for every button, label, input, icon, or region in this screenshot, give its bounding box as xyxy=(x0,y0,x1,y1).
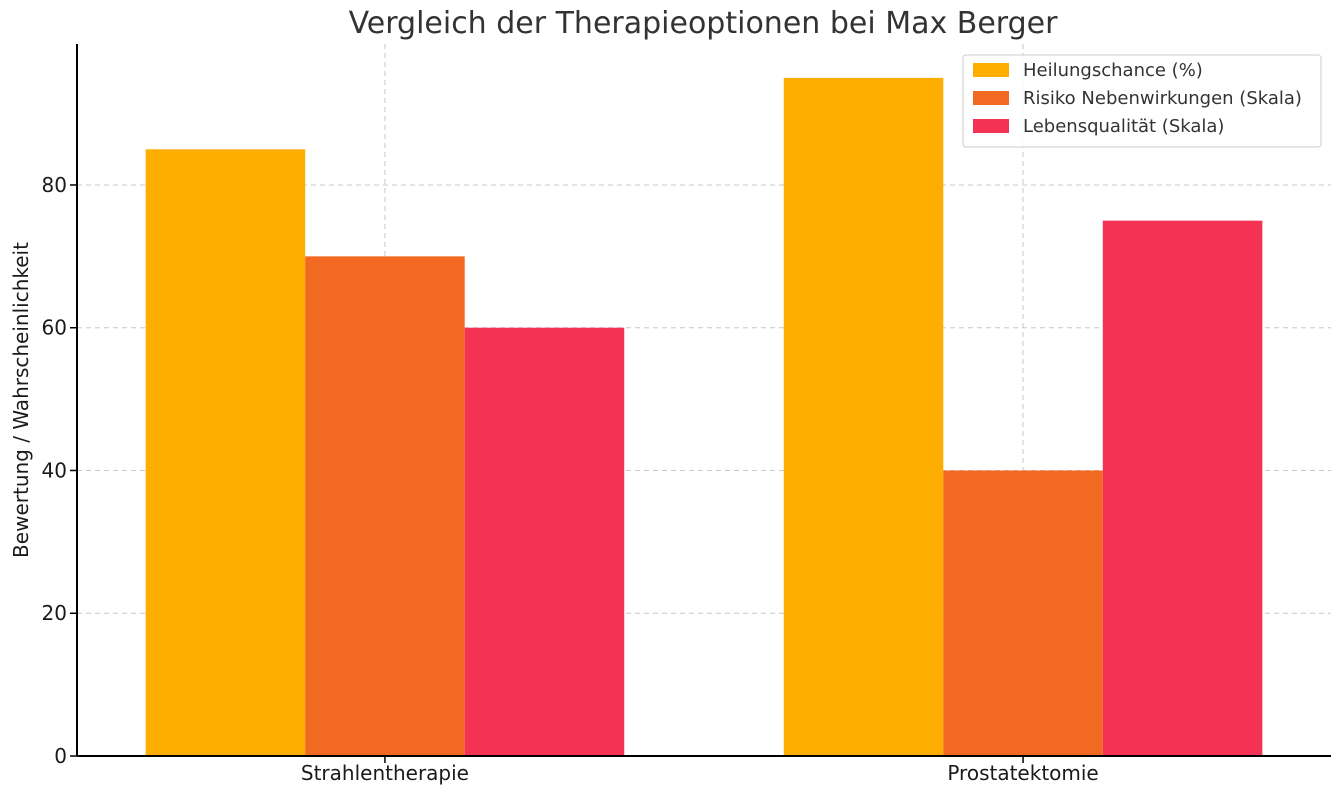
bar xyxy=(1102,220,1263,757)
y-tick-label: 40 xyxy=(42,458,67,482)
legend-swatch xyxy=(973,119,1009,133)
y-axis-label: Bewertung / Wahrscheinlichkeit xyxy=(9,242,33,558)
axes xyxy=(76,44,1331,757)
bars xyxy=(145,77,1263,757)
x-tick-label: Prostatektomie xyxy=(947,761,1098,785)
bar xyxy=(464,327,625,756)
y-tick-label: 60 xyxy=(42,316,67,340)
y-tick-label: 0 xyxy=(54,744,67,768)
bar xyxy=(783,77,944,756)
legend-label: Risiko Nebenwirkungen (Skala) xyxy=(1023,88,1302,109)
bar xyxy=(145,149,306,756)
bar xyxy=(943,470,1103,756)
legend-swatch xyxy=(973,63,1009,77)
y-ticks: 0 20 40 60 80 xyxy=(42,173,77,768)
x-ticks: Strahlentherapie Prostatektomie xyxy=(301,756,1099,785)
legend-swatch xyxy=(973,91,1009,105)
legend: Heilungschance (%) Risiko Nebenwirkungen … xyxy=(962,54,1322,148)
legend-box xyxy=(962,54,1322,148)
chart-title: Vergleich der Therapieoptionen bei Max B… xyxy=(349,6,1059,41)
y-tick-label: 80 xyxy=(42,173,67,197)
legend-label: Heilungschance (%) xyxy=(1023,60,1203,81)
y-tick-label: 20 xyxy=(42,601,67,625)
bar xyxy=(305,256,465,756)
legend-label: Lebensqualität (Skala) xyxy=(1023,116,1224,137)
x-tick-label: Strahlentherapie xyxy=(301,761,469,785)
